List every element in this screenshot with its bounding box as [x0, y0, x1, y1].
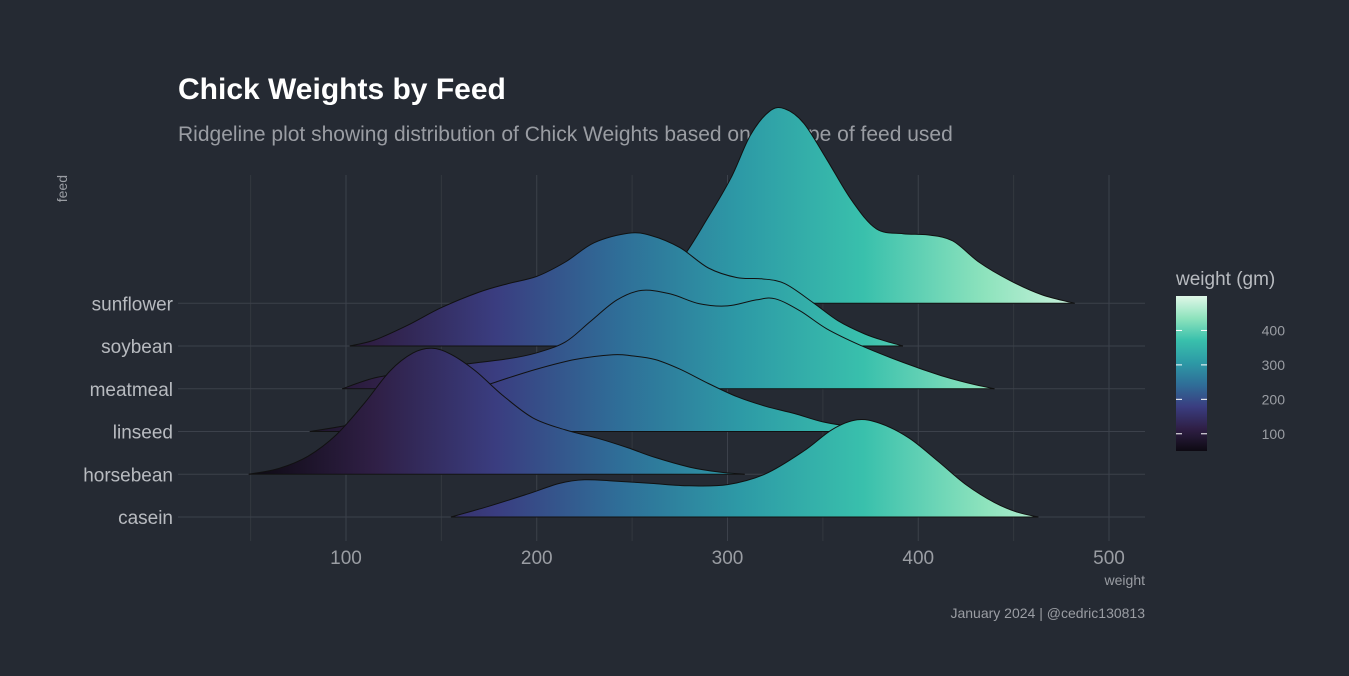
y-tick-label-meatmeal: meatmeal	[90, 380, 173, 401]
ridge-fill-sunflower	[584, 107, 1075, 304]
ridge-fill-casein	[450, 419, 1039, 517]
x-tick-label: 100	[330, 548, 362, 569]
y-axis-title: feed	[54, 175, 70, 202]
x-axis-labels: 100 200 300 400 500	[330, 548, 1125, 569]
x-axis-title: weight	[1104, 572, 1146, 588]
y-tick-label-sunflower: sunflower	[92, 294, 174, 315]
x-tick-label: 300	[712, 548, 744, 569]
ridge-outline-horsebean	[248, 347, 745, 475]
legend-tick-label: 200	[1262, 391, 1286, 407]
ridges	[248, 107, 1075, 518]
ridge-fill-meatmeal	[342, 290, 995, 389]
ridge-fill-horsebean	[248, 348, 745, 475]
y-tick-label-horsebean: horsebean	[83, 465, 173, 486]
y-tick-label-soybean: soybean	[101, 337, 173, 358]
ridge-outline-casein	[450, 419, 1039, 518]
legend-title: weight (gm)	[1175, 269, 1275, 290]
y-tick-label-casein: casein	[118, 508, 173, 529]
ridge-outline-soybean	[349, 232, 904, 347]
ridge-outline-meatmeal	[342, 289, 995, 390]
legend-tick-label: 300	[1262, 357, 1286, 373]
x-tick-label: 200	[521, 548, 553, 569]
y-tick-label-linseed: linseed	[113, 423, 173, 444]
chart-title: Chick Weights by Feed	[178, 73, 506, 106]
y-axis-labels: casein horsebean linseed meatmeal soybean sun…	[83, 294, 173, 529]
legend-tick-label: 100	[1262, 426, 1286, 442]
chart-caption: January 2024 | @cedric130813	[950, 605, 1145, 621]
x-tick-label: 400	[902, 548, 934, 569]
x-tick-label: 500	[1093, 548, 1125, 569]
legend-tick-label: 400	[1262, 322, 1286, 338]
legend-colorbar	[1176, 296, 1207, 451]
color-legend: weight (gm) 100 200 300 400	[1175, 269, 1285, 451]
